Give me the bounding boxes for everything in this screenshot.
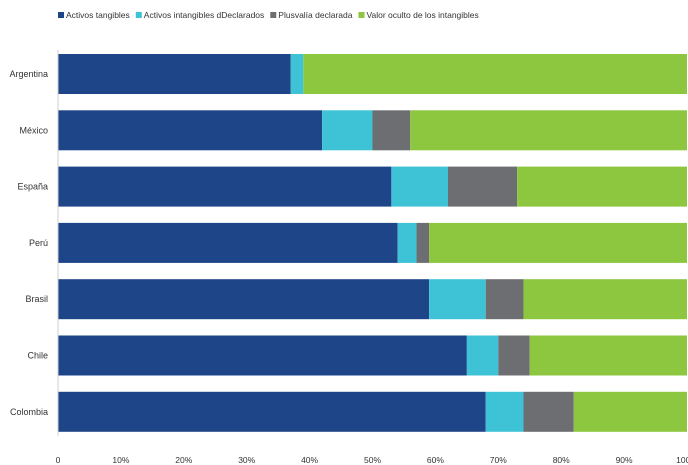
legend-label-activos-intangibles-ddeclarados: Activos intangibles dDeclarados <box>144 10 264 20</box>
legend-swatch-activos-intangibles-ddeclarados <box>135 12 142 18</box>
x-tick-label: 70% <box>490 455 507 465</box>
x-tick-label: 90% <box>616 455 633 465</box>
bar-espana-plusvalia-declarada <box>447 166 518 207</box>
legend-label-valor-oculto-de-los-intangibles: Valor oculto de los intangibles <box>366 10 478 20</box>
legend-label-plusvalia-declarada: Plusvalía declarada <box>278 10 352 20</box>
bar-chile-valor-oculto-de-los-intangibles <box>529 335 687 376</box>
category-label-mexico: México <box>19 125 48 135</box>
bar-peru-activos-tangibles <box>58 222 398 263</box>
bar-colombia-activos-tangibles <box>58 391 486 432</box>
bars <box>58 54 687 432</box>
bar-brasil-valor-oculto-de-los-intangibles <box>523 279 687 320</box>
bar-chile-activos-intangibles-ddeclarados <box>466 335 499 376</box>
bar-brasil-activos-tangibles <box>58 279 430 320</box>
legend-swatch-valor-oculto-de-los-intangibles <box>358 12 365 18</box>
legend-label-activos-tangibles: Activos tangibles <box>66 10 130 20</box>
legend-swatch-activos-tangibles <box>58 12 64 18</box>
bar-colombia-plusvalia-declarada <box>523 391 574 432</box>
category-label-peru: Perú <box>29 238 48 248</box>
bar-peru-activos-intangibles-ddeclarados <box>397 222 417 263</box>
bar-mexico-activos-intangibles-ddeclarados <box>322 110 373 151</box>
bar-espana-valor-oculto-de-los-intangibles <box>517 166 687 207</box>
category-label-brasil: Brasil <box>25 294 48 304</box>
bar-brasil-plusvalia-declarada <box>485 279 524 320</box>
x-tick-label: 30% <box>238 455 255 465</box>
bar-argentina-activos-tangibles <box>58 54 291 94</box>
category-label-chile: Chile <box>27 351 48 361</box>
x-tick-label: 80% <box>553 455 570 465</box>
legend: Activos tangibles Activos intangibles dDe… <box>58 10 479 20</box>
x-tick-label: 100% <box>676 455 688 465</box>
bar-chile-plusvalia-declarada <box>498 335 530 376</box>
bar-espana-activos-tangibles <box>58 166 392 207</box>
bar-peru-valor-oculto-de-los-intangibles <box>429 222 687 263</box>
bar-colombia-activos-intangibles-ddeclarados <box>485 391 524 432</box>
bar-espana-activos-intangibles-ddeclarados <box>391 166 448 207</box>
x-tick-label: 20% <box>175 455 192 465</box>
x-tick-label: 50% <box>364 455 381 465</box>
bar-mexico-plusvalia-declarada <box>372 110 411 151</box>
legend-swatch-plusvalia-declarada <box>270 12 277 18</box>
x-tick-label: 0 <box>56 455 61 465</box>
bar-chile-activos-tangibles <box>58 335 467 376</box>
bar-peru-plusvalia-declarada <box>416 222 430 263</box>
bar-brasil-activos-intangibles-ddeclarados <box>429 279 486 320</box>
x-tick-label: 40% <box>301 455 318 465</box>
category-label-colombia: Colombia <box>10 407 48 417</box>
x-tick-label: 60% <box>427 455 444 465</box>
bar-mexico-activos-tangibles <box>58 110 323 151</box>
bar-argentina-valor-oculto-de-los-intangibles <box>303 54 687 94</box>
bar-argentina-activos-intangibles-ddeclarados <box>290 54 304 94</box>
category-labels: Argentina México España Perú Brasil Chile Colo… <box>9 69 48 417</box>
x-axis-ticks: 0 10% 20% 30% 40% 50% 60% 70% 80% 90% 100% <box>56 455 688 465</box>
x-tick-label: 10% <box>112 455 129 465</box>
category-label-espana: España <box>17 182 48 192</box>
bar-mexico-valor-oculto-de-los-intangibles <box>410 110 687 151</box>
bar-colombia-valor-oculto-de-los-intangibles <box>573 391 687 432</box>
category-label-argentina: Argentina <box>9 69 48 79</box>
